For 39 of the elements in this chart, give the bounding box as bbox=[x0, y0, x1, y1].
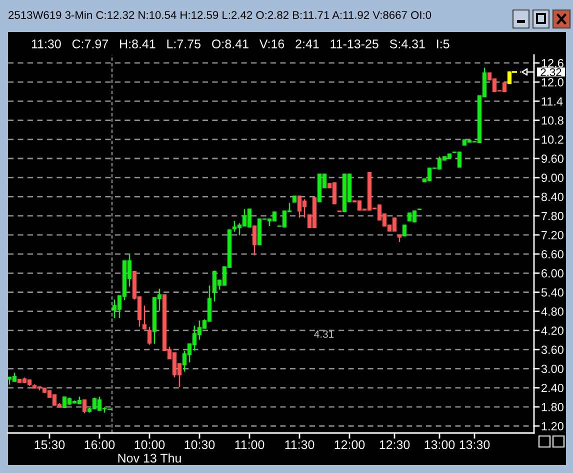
y-tick-label: 3.60 bbox=[541, 346, 564, 354]
x-tick-label: 10:00 Nov 13 Thu bbox=[118, 440, 181, 463]
chart-subtitle: 11:30 C:7.97 H:8.41 L:7.75 O:8.41 V:16 2:41 11-13-25 S:4.31 I:5 bbox=[32, 40, 450, 48]
y-tick-label: 7.20 bbox=[542, 230, 564, 240]
x-tick-label: 10:30 bbox=[184, 440, 215, 450]
y-tick-label: 12.0 bbox=[542, 78, 564, 86]
candlestick bbox=[82, 399, 87, 414]
candlestick bbox=[142, 304, 147, 330]
x-tick-label: 11:30 bbox=[285, 440, 314, 450]
y-tick-label: 12.6 bbox=[542, 58, 564, 68]
x-tick-label: 12:00 bbox=[334, 440, 365, 450]
y-tick-label: 4.80 bbox=[541, 307, 564, 316]
y-tick-label: 10.2 bbox=[542, 135, 564, 144]
candlestick bbox=[402, 224, 407, 236]
x-tick-label: 12:30 bbox=[380, 440, 410, 450]
x-tick-label: 11:00 bbox=[235, 440, 264, 450]
annotation: 4.31 bbox=[314, 330, 334, 338]
chart-title: 2513W619 3-Min C:12.32 N:10.54 H:12.59 L:2.42 O:2.82 B:11.71 A:11.92 V:8667 OI:0 bbox=[8, 10, 432, 19]
text: 2.32 bbox=[540, 68, 562, 76]
y-tick-label: 10.8 bbox=[542, 116, 564, 125]
y-tick-label: 6.60 bbox=[542, 250, 564, 258]
y-tick-label: 9.60 bbox=[542, 154, 564, 163]
candlestick bbox=[252, 225, 257, 256]
y-tick-label: 2.40 bbox=[542, 384, 564, 392]
y-tick-label: 6.00 bbox=[542, 269, 564, 278]
y-tick-label: 3.00 bbox=[541, 364, 564, 374]
y-tick-label: 9.00 bbox=[542, 174, 564, 182]
y-tick-label: 7.80 bbox=[542, 212, 564, 220]
y-tick-label: 4.20 bbox=[541, 326, 564, 335]
y-tick-label: 11.4 bbox=[542, 97, 563, 106]
y-tick-label: 1.20 bbox=[542, 422, 564, 430]
y-tick-label: 1.80 bbox=[542, 402, 564, 412]
x-tick-label: 13:00 bbox=[424, 440, 455, 450]
x-tick-label: 16:00 bbox=[84, 440, 115, 450]
y-tick-label: 8.40 bbox=[541, 192, 564, 202]
x-tick-label: 13:30 bbox=[460, 440, 490, 450]
x-tick-label: 15:30 bbox=[34, 440, 65, 450]
y-tick-label: 5.40 bbox=[541, 288, 564, 297]
candlestick bbox=[147, 326, 152, 346]
